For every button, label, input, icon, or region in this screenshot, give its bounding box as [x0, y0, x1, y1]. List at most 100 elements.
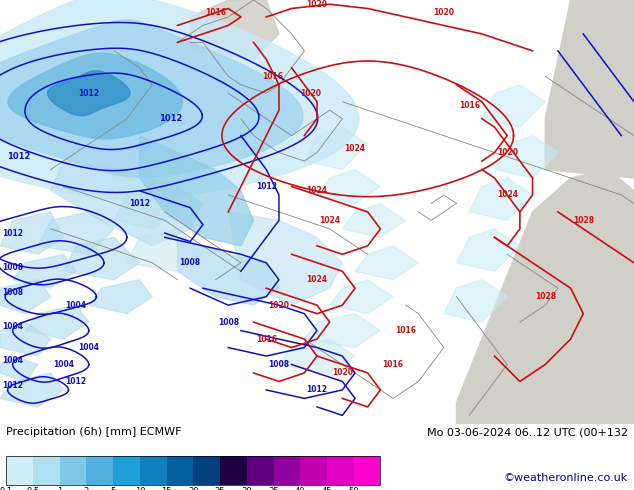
Text: Precipitation (6h) [mm] ECMWF: Precipitation (6h) [mm] ECMWF	[6, 427, 182, 437]
Text: 0.1: 0.1	[0, 488, 13, 490]
Text: 1016: 1016	[256, 335, 277, 343]
Polygon shape	[355, 246, 418, 280]
Text: 1020: 1020	[306, 0, 328, 9]
Polygon shape	[101, 136, 190, 187]
Text: 30: 30	[242, 488, 252, 490]
Text: 1024: 1024	[306, 186, 328, 195]
Text: 1004: 1004	[78, 343, 100, 352]
Polygon shape	[127, 229, 203, 271]
Polygon shape	[8, 53, 183, 139]
Text: 1012: 1012	[2, 229, 23, 238]
Text: 1024: 1024	[306, 275, 328, 284]
Text: 1008: 1008	[2, 263, 23, 271]
Bar	[301, 456, 327, 485]
Bar	[327, 456, 354, 485]
Polygon shape	[469, 178, 533, 220]
Polygon shape	[0, 280, 51, 314]
Polygon shape	[114, 187, 178, 229]
Polygon shape	[482, 85, 545, 127]
Text: 1008: 1008	[268, 360, 290, 369]
Text: 1012: 1012	[78, 89, 100, 98]
Bar	[247, 456, 273, 485]
Text: 1016: 1016	[458, 101, 480, 110]
Polygon shape	[0, 356, 38, 381]
Text: 15: 15	[162, 488, 172, 490]
Text: 1024: 1024	[344, 144, 366, 153]
Text: 2: 2	[84, 488, 89, 490]
Polygon shape	[228, 212, 342, 305]
Text: ©weatheronline.co.uk: ©weatheronline.co.uk	[503, 473, 628, 483]
Text: 45: 45	[321, 488, 332, 490]
Polygon shape	[89, 280, 152, 314]
Polygon shape	[0, 20, 303, 177]
Bar	[6, 456, 33, 485]
Text: 1028: 1028	[573, 216, 594, 225]
Polygon shape	[342, 203, 406, 237]
Text: 1004: 1004	[65, 301, 87, 310]
Polygon shape	[317, 170, 380, 203]
Bar	[193, 456, 220, 485]
Text: 1016: 1016	[205, 8, 226, 17]
Text: 35: 35	[268, 488, 279, 490]
Bar	[273, 456, 301, 485]
Polygon shape	[0, 373, 63, 407]
Text: 1020: 1020	[268, 301, 290, 310]
Polygon shape	[279, 339, 355, 373]
Text: Mo 03-06-2024 06..12 UTC (00+132: Mo 03-06-2024 06..12 UTC (00+132	[427, 427, 628, 437]
Polygon shape	[545, 0, 634, 178]
Text: 1016: 1016	[262, 72, 283, 81]
Polygon shape	[0, 212, 63, 254]
Bar	[86, 456, 113, 485]
Text: 10: 10	[134, 488, 145, 490]
Text: 1008: 1008	[217, 318, 239, 327]
Text: 20: 20	[188, 488, 198, 490]
Text: 1020: 1020	[332, 368, 353, 377]
Polygon shape	[0, 0, 359, 199]
Text: 1004: 1004	[2, 356, 23, 365]
Text: 1012: 1012	[256, 182, 277, 191]
Bar	[33, 456, 60, 485]
Text: 1012: 1012	[306, 386, 328, 394]
Bar	[220, 456, 247, 485]
Polygon shape	[48, 71, 130, 116]
Text: 1012: 1012	[2, 381, 23, 390]
Text: 1020: 1020	[433, 8, 455, 17]
Text: 1012: 1012	[8, 152, 30, 161]
Text: 40: 40	[295, 488, 306, 490]
Text: 1004: 1004	[53, 360, 74, 369]
Text: 25: 25	[215, 488, 225, 490]
Polygon shape	[63, 237, 139, 280]
Bar	[354, 456, 380, 485]
Text: 1: 1	[57, 488, 62, 490]
Polygon shape	[495, 136, 558, 178]
Polygon shape	[25, 305, 89, 339]
Text: 1028: 1028	[534, 292, 556, 301]
Polygon shape	[38, 212, 114, 254]
Polygon shape	[304, 314, 380, 347]
Polygon shape	[330, 280, 393, 314]
Text: 1016: 1016	[382, 360, 404, 369]
Text: 1004: 1004	[2, 322, 23, 331]
Polygon shape	[139, 136, 254, 246]
Text: 1024: 1024	[319, 216, 340, 225]
Polygon shape	[178, 237, 279, 305]
Polygon shape	[456, 170, 634, 424]
Polygon shape	[13, 254, 76, 288]
Text: 1020: 1020	[496, 148, 518, 157]
Bar	[140, 456, 167, 485]
Text: 1008: 1008	[2, 288, 23, 297]
Text: 1012: 1012	[160, 114, 183, 123]
Polygon shape	[51, 161, 203, 246]
Polygon shape	[456, 229, 520, 271]
Text: 1020: 1020	[300, 89, 321, 98]
Text: 1012: 1012	[129, 199, 150, 208]
Bar	[167, 456, 193, 485]
Text: 5: 5	[110, 488, 116, 490]
Polygon shape	[190, 0, 279, 59]
Bar	[6, 456, 380, 485]
Text: 1008: 1008	[179, 258, 201, 267]
Text: 1024: 1024	[496, 191, 518, 199]
Text: 1012: 1012	[65, 377, 87, 386]
Text: 1016: 1016	[395, 326, 417, 335]
Text: 0.5: 0.5	[27, 488, 39, 490]
